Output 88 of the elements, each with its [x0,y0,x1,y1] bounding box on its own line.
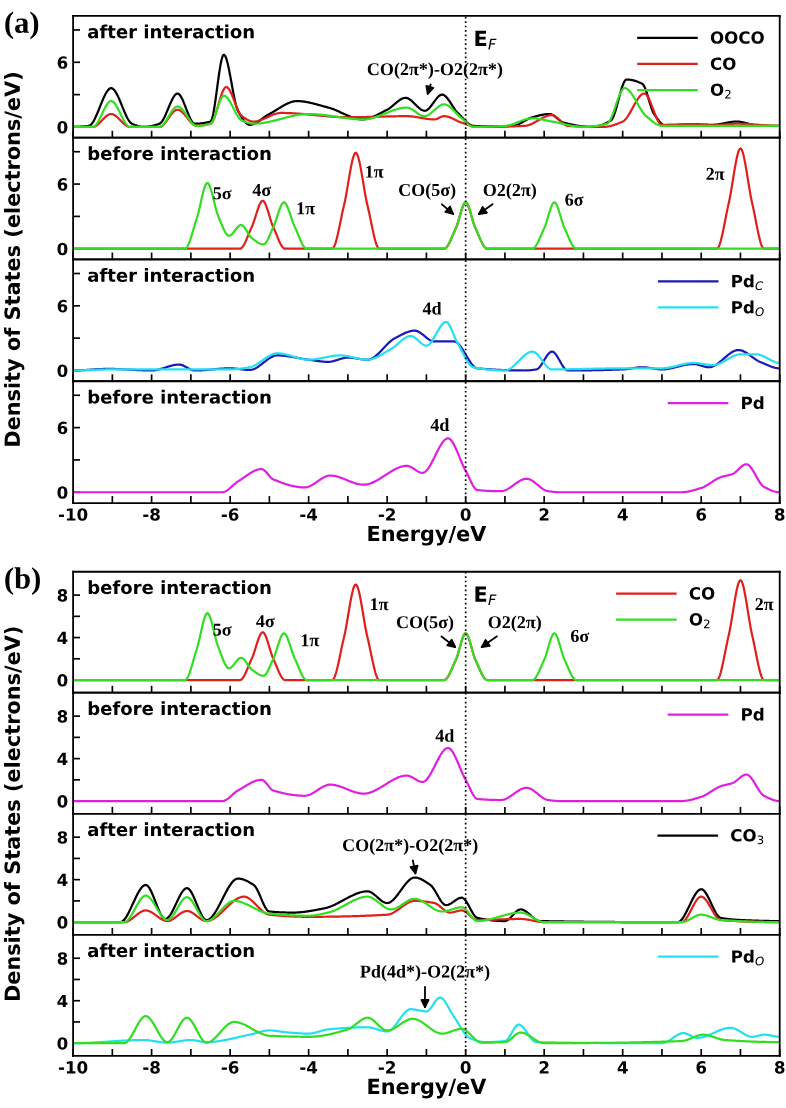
y-tick-label: 0 [57,486,68,499]
y-axis-title: Density of States (electrons/eV) [3,627,25,1001]
y-tick-label: 4 [57,873,68,886]
y-axis-title: Density of States (electrons/eV) [3,73,25,446]
x-tick-label: -4 [300,1061,318,1074]
y-tick-label: 6 [57,178,68,191]
y-tick-label: 0 [57,242,68,256]
x-tick-label: 0 [460,508,471,521]
annotation: 1π [297,202,315,215]
legend-label: O$_{2}$ [689,613,710,629]
chart-title: after interaction [88,268,254,282]
x-tick-label: -2 [378,508,395,521]
x-tick-label: 6 [696,1061,707,1074]
annotation: 2π [706,167,725,180]
x-tick-label: -8 [143,508,160,521]
legend-label: Pd$_{O}$ [732,949,764,966]
y-tick-label: 0 [57,364,68,378]
annotation: 1π [366,165,384,178]
legend-label: Pd [742,707,764,721]
chart-title: after interaction [88,943,254,958]
annotation: 6σ [565,193,584,206]
legend-label: OOCO [710,31,764,44]
x-tick-label: -6 [221,1061,239,1074]
ref-line-label: E$_{F}$ [475,586,497,606]
annotation: 4d [435,729,455,742]
y-tick-label: 0 [57,795,68,808]
annotation: 4σ [256,615,275,628]
y-tick-label: 4 [57,994,68,1008]
y-tick-label: 6 [57,299,68,313]
legend-label: CO [689,587,715,600]
legend-label: Pd [742,396,764,410]
annotation: 4d [422,301,442,315]
y-tick-label: 6 [57,421,68,435]
annotation: CO(5σ) [399,183,456,200]
y-tick-label: 8 [57,952,68,965]
x-axis-title: Energy/eV [368,525,487,546]
x-tick-label: -4 [300,508,318,521]
annotation: CO(2π*)-O2(2π*) [342,838,478,855]
legend-label: O$_{2}$ [710,83,731,99]
annotation: 5σ [213,187,232,200]
annotation: 1π [301,634,320,647]
x-tick-label: 0 [460,1061,471,1074]
x-tick-label: 8 [774,508,785,521]
x-axis-title: Energy/eV [368,1078,487,1099]
y-tick-label: 8 [57,589,68,602]
text: (b) [5,567,40,596]
annotation: Pd(4d*)-O2(2π*) [360,964,490,982]
y-tick-label: 0 [57,1037,68,1050]
x-tick-label: -2 [378,1061,395,1074]
y-tick-label: 8 [57,831,68,844]
annotation: CO(2π*)-O2(2π*) [367,62,503,79]
annotation: 6σ [570,629,590,643]
x-tick-label: 2 [539,1061,549,1074]
legend-label: Pd$_{O}$ [732,300,764,317]
annotation: 4σ [252,184,272,197]
y-tick-label: 6 [57,56,68,69]
annotation: 1π [371,598,389,611]
x-tick-label: 6 [696,508,707,521]
x-tick-label: 4 [617,1061,628,1074]
legend-label: CO [710,57,736,70]
y-tick-label: 0 [57,120,68,134]
annotation: 4d [430,418,450,432]
y-tick-label: 8 [57,710,68,723]
y-tick-label: 0 [57,916,68,929]
annotation: CO(5σ) [396,615,454,632]
x-tick-label: -10 [58,508,88,521]
y-tick-label: 4 [57,631,68,644]
annotation: O2(2π) [483,183,536,200]
x-tick-label: 2 [539,508,549,521]
y-tick-label: 0 [57,674,68,687]
chart-title: before interaction [88,701,271,716]
annotation: 2π [755,598,774,611]
legend-label: Pd$_{C}$ [732,274,764,291]
text: (a) [5,11,39,40]
x-tick-label: -10 [58,1061,88,1074]
chart-title: before interaction [88,580,271,595]
chart-title: before interaction [88,146,271,161]
x-tick-label: 8 [774,1061,785,1074]
chart-title: before interaction [88,389,271,404]
y-tick-label: 4 [57,752,68,765]
legend-label: CO$_{3}$ [731,828,764,845]
ref-line-label: E$_{F}$ [475,30,497,50]
x-tick-label: 4 [617,508,628,521]
annotation: O2(2π) [488,615,541,632]
chart-title: after interaction [88,822,254,837]
x-tick-label: -6 [221,508,239,521]
x-tick-label: -8 [143,1061,160,1074]
chart-title: after interaction [88,24,254,39]
